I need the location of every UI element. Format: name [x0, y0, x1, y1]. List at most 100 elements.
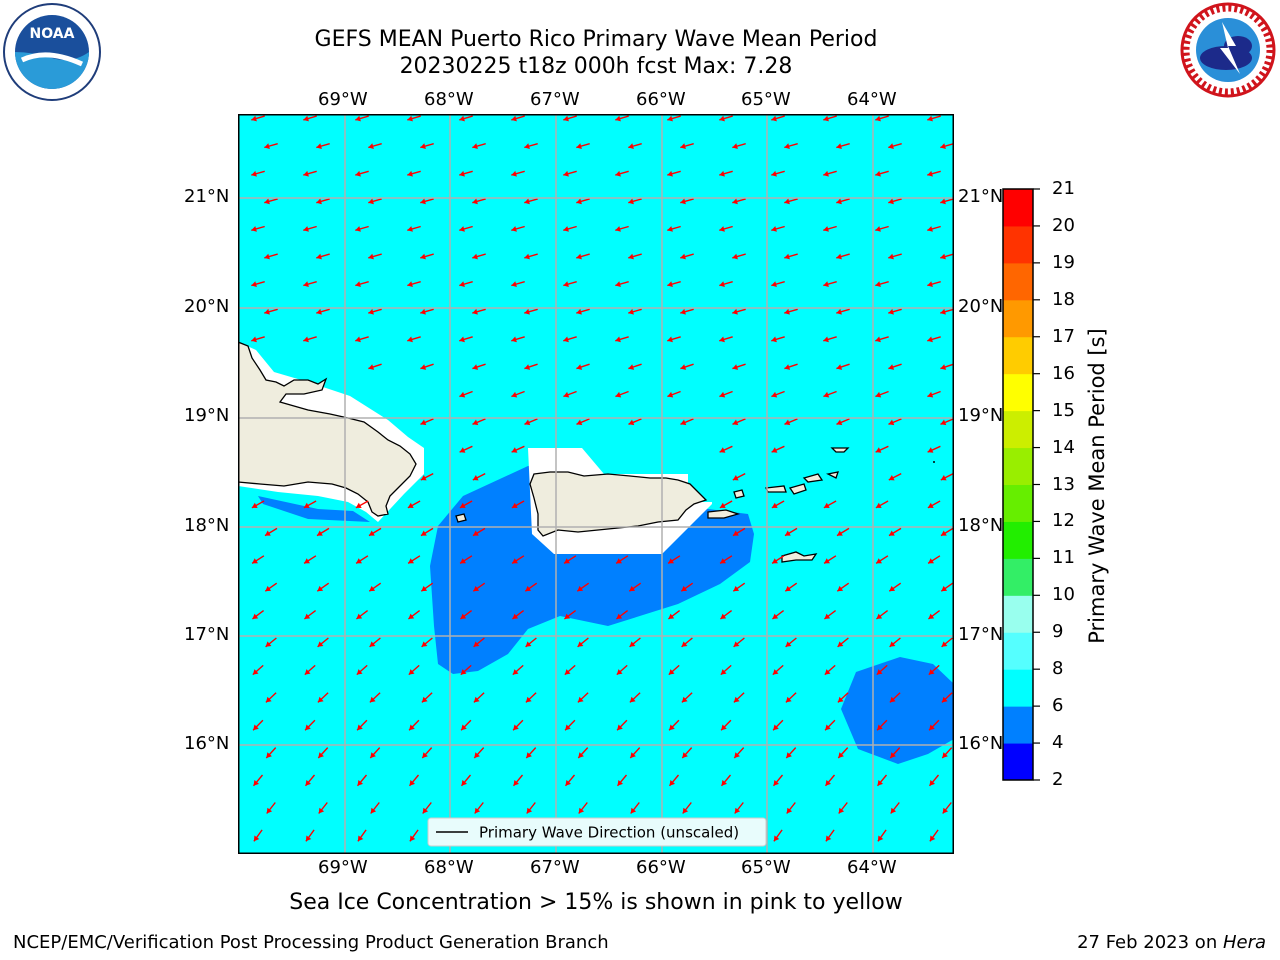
wave-arrow — [824, 664, 836, 676]
land-culebra — [733, 489, 745, 499]
wave-arrow — [615, 170, 629, 177]
wave-arrow — [524, 363, 538, 370]
colorbar-label: Primary Wave Mean Period [s] — [1085, 328, 1109, 644]
wave-arrow — [733, 637, 745, 648]
wave-arrow — [941, 637, 953, 648]
wave-arrow — [680, 582, 694, 592]
wave-arrow — [251, 555, 265, 564]
footer-date: 27 Feb 2023 on Hera — [1077, 932, 1266, 953]
wave-arrow — [303, 170, 317, 177]
low-period-zone-hispaniola — [258, 496, 370, 522]
wave-arrow — [616, 774, 628, 787]
wave-arrow — [875, 336, 889, 343]
wave-arrow — [680, 253, 694, 260]
wave-arrow — [525, 692, 537, 703]
wave-arrow — [407, 336, 421, 343]
wave-arrow — [251, 500, 265, 509]
wave-arrow — [615, 225, 629, 232]
lat-tick-right: 16°N — [958, 734, 1002, 754]
wave-arrow — [316, 582, 330, 592]
lat-tick-right: 20°N — [958, 297, 1002, 317]
wave-arrow — [420, 308, 434, 315]
wave-arrow — [927, 390, 941, 398]
wave-arrow — [927, 170, 941, 177]
wave-arrow — [615, 281, 629, 287]
wave-arrow — [576, 582, 590, 592]
wave-arrow — [303, 555, 317, 564]
lat-tick-left: 17°N — [184, 624, 230, 645]
lat-tick-left: 20°N — [184, 296, 230, 317]
noaa-logo-text: NOAA — [30, 26, 75, 42]
wave-arrow — [368, 308, 382, 315]
colorbar-tick-labels: 2 4 6 8 9 10 11 12 13 14 15 16 17 18 19 20 21 — [1050, 0, 1110, 960]
wave-arrow — [681, 637, 693, 648]
wave-arrow — [563, 555, 577, 564]
wave-arrow — [630, 802, 640, 814]
wave-arrow — [264, 527, 278, 537]
wave-arrow — [668, 664, 680, 676]
wave-arrow — [511, 225, 525, 232]
wave-arrow — [355, 281, 369, 287]
land-virgin-islands-st-john — [788, 483, 807, 495]
wave-arrow — [719, 336, 733, 343]
wave-arrow — [877, 829, 887, 842]
wave-arrow — [823, 225, 837, 232]
wave-arrow — [368, 527, 382, 537]
land-anegada — [830, 447, 850, 453]
wave-arrow — [836, 363, 850, 370]
wave-arrow — [317, 747, 329, 759]
wave-arrow — [732, 198, 746, 205]
wave-arrow — [304, 664, 316, 676]
wave-arrow — [927, 115, 941, 122]
colorbar-segment — [1003, 669, 1033, 707]
wave-arrow — [459, 390, 473, 398]
lon-tick-bottom: 64°W — [847, 857, 897, 878]
wave-arrow — [563, 281, 577, 287]
wave-arrow — [837, 747, 849, 759]
wave-arrow — [577, 692, 589, 703]
wave-arrow — [823, 281, 837, 287]
colorbar-segment — [1003, 595, 1033, 633]
wave-arrow — [370, 802, 380, 814]
wave-arrow — [407, 225, 421, 232]
wave-arrow — [264, 253, 278, 260]
wave-arrow — [472, 198, 486, 205]
wave-arrow — [304, 774, 316, 787]
graticule — [238, 114, 954, 854]
wave-arrow — [355, 225, 369, 232]
wave-arrow — [876, 664, 888, 676]
wave-arrow — [875, 555, 889, 564]
wave-arrow — [615, 390, 629, 398]
wave-arrow — [667, 555, 681, 564]
colorbar-tick-label: 19 — [1052, 251, 1075, 273]
wave-arrow — [629, 692, 641, 703]
wave-arrow — [264, 198, 278, 205]
wave-arrow — [875, 445, 889, 453]
wave-arrow — [681, 747, 693, 759]
wave-arrow — [928, 774, 940, 787]
wave-arrow — [888, 198, 902, 205]
wave-arrow — [368, 363, 382, 370]
wave-arrow — [667, 281, 681, 287]
wave-arrow — [771, 555, 785, 564]
wave-arrow — [563, 115, 577, 122]
wave-arrow — [927, 555, 941, 564]
sea-ice-note: Sea Ice Concentration > 15% is shown in … — [289, 890, 903, 915]
colorbar-segment — [1003, 189, 1033, 227]
wave-arrow — [252, 664, 264, 676]
wave-arrow — [368, 198, 382, 205]
wave-arrow — [824, 719, 836, 731]
wave-arrow — [576, 198, 590, 205]
wave-arrow — [512, 774, 524, 787]
footer-machine: Hera — [1222, 932, 1266, 953]
wave-arrow — [940, 582, 954, 592]
wave-arrow — [420, 253, 434, 260]
colorbar-segment — [1003, 225, 1033, 264]
wave-arrow — [732, 308, 746, 315]
wave-arrow — [563, 170, 577, 177]
wave-arrow — [719, 555, 733, 564]
wave-arrow — [251, 225, 265, 232]
wave-arrow — [719, 281, 733, 287]
wave-arrow — [927, 610, 941, 620]
wave-arrow — [472, 253, 486, 260]
